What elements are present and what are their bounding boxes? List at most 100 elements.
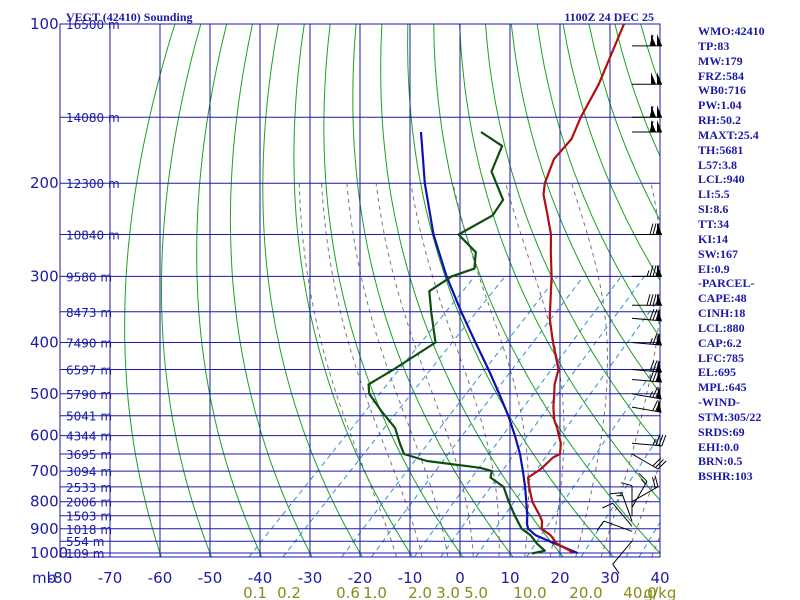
traces xyxy=(367,24,626,555)
sounding-time: 1100Z 24 DEC 25 xyxy=(564,10,654,24)
mixing-ratio-line xyxy=(341,276,558,557)
mixing-ratio-label: 20.0 xyxy=(569,584,602,600)
pressure-tick-label: 200 xyxy=(30,174,59,192)
pressure-tick-label: 700 xyxy=(30,462,59,480)
index-item: PW:1.04 xyxy=(698,98,742,113)
index-item: SW:167 xyxy=(698,246,739,261)
dry-adiabat-line xyxy=(124,24,176,557)
moist-adiabats xyxy=(298,183,660,557)
height-label: 109 m xyxy=(66,547,104,561)
wind-barb xyxy=(632,293,662,306)
temperature-tick-label: -10 xyxy=(398,569,423,587)
temperature-tick-label: -20 xyxy=(348,569,373,587)
temperature-tick-label: 40 xyxy=(650,569,669,587)
index-item: L57:3.8 xyxy=(698,157,737,172)
index-item: SI:8.6 xyxy=(698,202,729,217)
pressure-tick-label: 1000 xyxy=(30,544,68,562)
temperature-tick-label: 10 xyxy=(500,569,519,587)
indices-panel: WMO:42410 TP:83 MW:179 FRZ:584 WB0:716 PW:1.0… xyxy=(698,24,800,484)
wind-barb xyxy=(596,520,633,532)
moist-adiabat-line xyxy=(375,183,474,557)
moist-adiabat-line xyxy=(452,183,530,557)
pressure-tick-label: 900 xyxy=(30,520,59,538)
moist-adiabat-line xyxy=(505,183,565,557)
temperature-tick-label: 20 xyxy=(550,569,569,587)
index-item: MPL:645 xyxy=(698,380,747,395)
mixing-ratio-lines xyxy=(248,276,660,557)
height-label: 9580 m xyxy=(66,270,112,284)
mixing-ratio-label: 0.6 xyxy=(336,584,360,600)
height-label: 5041 m xyxy=(66,410,112,424)
mixing-ratio-label: 40.0 xyxy=(623,584,656,600)
height-label: 4344 m xyxy=(66,430,112,444)
wind-barbs xyxy=(596,33,667,574)
wind-barb xyxy=(632,33,662,47)
moist-adiabat-line xyxy=(298,183,398,557)
wind-barb xyxy=(631,369,662,383)
moist-adiabat-line xyxy=(600,183,660,557)
index-item: MAXT:25.4 xyxy=(698,127,759,142)
moist-adiabat-line xyxy=(571,183,608,557)
temperature-tick-label: -80 xyxy=(48,569,73,587)
mixing-ratio-line xyxy=(525,360,660,557)
index-item: MW:179 xyxy=(698,53,743,68)
height-label: 14080 m xyxy=(66,111,120,125)
index-item: EL:695 xyxy=(698,365,737,380)
wind-barb xyxy=(612,540,633,574)
dry-adiabat-line xyxy=(229,24,313,557)
mixing-ratio-label: 3.0 xyxy=(436,584,460,600)
pressure-tick-label: 300 xyxy=(30,267,59,285)
temperature-tick-label: -50 xyxy=(198,569,223,587)
moist-adiabat-line xyxy=(625,462,660,557)
index-item: BRN:0.5 xyxy=(698,454,743,469)
pressure-tick-label: 100 xyxy=(30,15,59,33)
temperature-tick-label: -70 xyxy=(98,569,123,587)
height-label: 3695 m xyxy=(66,448,112,462)
index-item: LCL:880 xyxy=(698,320,745,335)
wind-barb xyxy=(632,264,662,277)
height-label: 8473 m xyxy=(66,306,112,320)
index-item: -PARCEL- xyxy=(698,276,755,291)
wind-barb xyxy=(610,492,633,522)
wind-barb xyxy=(620,482,633,516)
index-item: STM:305/22 xyxy=(698,409,762,424)
mixing-ratio-line xyxy=(282,276,506,557)
height-label: 2006 m xyxy=(66,496,112,510)
height-label: 12300 m xyxy=(66,177,120,191)
moist-adiabat-line xyxy=(410,183,500,557)
wind-barb xyxy=(632,72,662,85)
index-item: SRDS:69 xyxy=(698,424,745,439)
moist-adiabat-line xyxy=(346,183,449,557)
wind-barb xyxy=(602,502,633,527)
wind-barb xyxy=(631,386,662,400)
dry-adiabat-line xyxy=(407,24,615,557)
index-item: WMO:42410 xyxy=(698,24,765,38)
wind-barb xyxy=(631,359,662,373)
mixing-ratio-label: 5.0 xyxy=(464,584,488,600)
parcel-trace xyxy=(419,131,578,555)
height-label: 2533 m xyxy=(66,481,112,495)
index-item: FRZ:584 xyxy=(698,68,744,83)
index-item: LI:5.5 xyxy=(698,187,730,202)
index-item: LFC:785 xyxy=(698,350,744,365)
height-label: 5790 m xyxy=(66,388,112,402)
index-item: BSHR:103 xyxy=(698,469,753,484)
height-label: 10840 m xyxy=(66,229,120,243)
mixing-ratio-line xyxy=(475,296,660,557)
mixing-ratio-label: 2.0 xyxy=(408,584,432,600)
index-item: -WIND- xyxy=(698,395,740,410)
pressure-tick-label: 800 xyxy=(30,493,59,511)
wind-barb xyxy=(632,105,662,118)
wind-barb xyxy=(632,120,662,133)
temperature-trace xyxy=(526,24,626,555)
index-item: CAPE:48 xyxy=(698,291,747,306)
mixing-ratio-label: g/kg xyxy=(644,584,677,600)
index-item: EI:0.9 xyxy=(698,261,730,276)
dry-adiabat-line xyxy=(161,24,213,557)
pressure-tick-label: 500 xyxy=(30,385,59,403)
temperature-tick-label: 0 xyxy=(455,569,465,587)
index-item: RH:50.2 xyxy=(698,113,741,128)
height-label: 7490 m xyxy=(66,337,112,351)
